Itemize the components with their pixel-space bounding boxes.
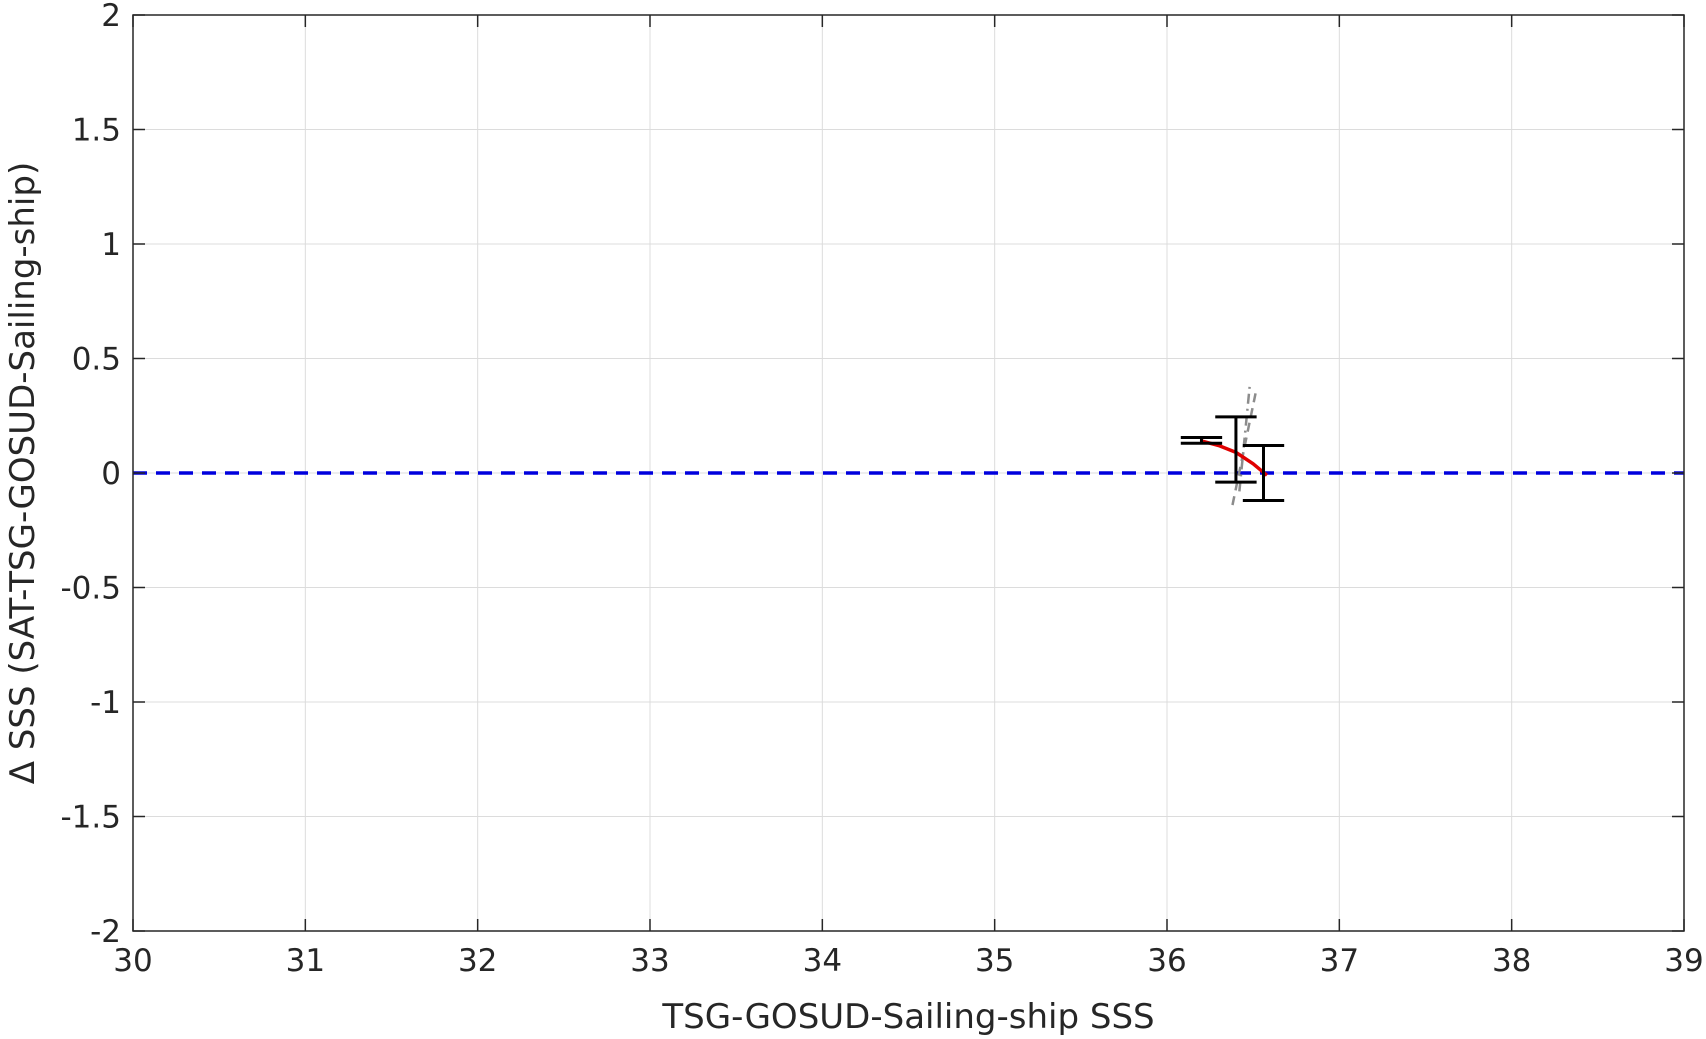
spread-line: [1238, 385, 1251, 492]
y-axis-label: Δ SSS (SAT-TSG-GOSUD-Sailing-ship): [3, 162, 43, 784]
y-tick-label: -2: [90, 914, 121, 950]
y-tick-label: 1.5: [72, 113, 121, 149]
spread-line: [1231, 388, 1258, 506]
x-tick-label: 32: [458, 943, 497, 979]
y-tick-label: 2: [101, 0, 121, 34]
axes-layer: 30 31 32 33 34 35 36 37 38 39 -2 -1.5 -1 -0.5 0 0.5 1 1.5…: [61, 0, 1704, 979]
x-tick-label: 31: [286, 943, 325, 979]
error-bar: [1180, 436, 1223, 445]
y-tick-label: 0.5: [72, 342, 121, 378]
error-bar: [1215, 415, 1257, 484]
y-tick-label: 0: [101, 456, 121, 492]
x-tick-label: 38: [1492, 943, 1531, 979]
x-tick-label: 34: [803, 943, 842, 979]
x-tick-label: 33: [630, 943, 669, 979]
y-tick-label: -1: [90, 685, 121, 721]
y-tick-label: -1.5: [61, 800, 122, 836]
data-layer: [133, 385, 1684, 506]
label-layer: TSG-GOSUD-Sailing-ship SSS Δ SSS (SAT-TS…: [3, 162, 1155, 1037]
x-axis-label: TSG-GOSUD-Sailing-ship SSS: [661, 997, 1154, 1037]
x-tick-label: 30: [113, 943, 152, 979]
x-tick-label: 37: [1320, 943, 1359, 979]
error-bar: [1242, 444, 1285, 502]
y-tick-label: -0.5: [61, 571, 122, 607]
y-tick-label: 1: [101, 227, 121, 263]
x-tick-label: 36: [1147, 943, 1186, 979]
x-tick-label: 35: [975, 943, 1014, 979]
plot-frame: [132, 14, 1685, 932]
x-tick-label: 39: [1664, 943, 1703, 979]
